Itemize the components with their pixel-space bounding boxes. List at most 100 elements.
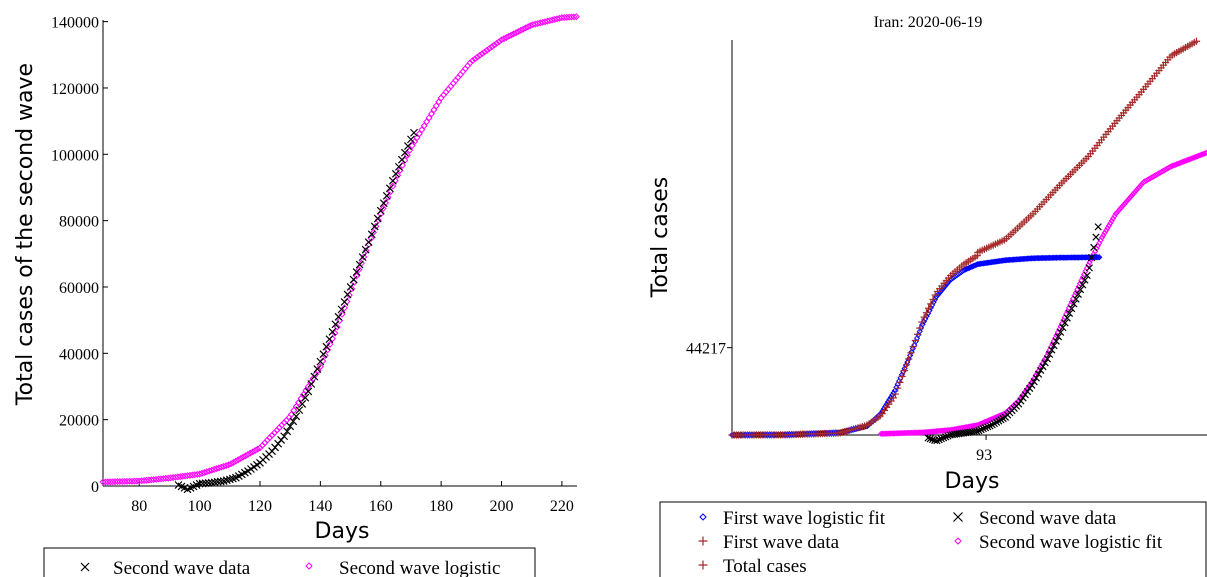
second-wave-data-point bbox=[1087, 254, 1096, 262]
second-wave-logistic-point bbox=[524, 23, 532, 31]
second-wave-data-point bbox=[195, 479, 204, 488]
second-wave-data-point bbox=[364, 238, 373, 247]
second-wave-logistic-point bbox=[133, 477, 141, 485]
second-wave-data-point bbox=[310, 372, 319, 381]
chart-left: 80 100 120 140 160 180 200 220 0 20000 40000 60000 8… bbox=[13, 13, 580, 577]
legend-left-entry-1: Second wave logistic bbox=[339, 558, 500, 577]
legend-right-entry-4: Total cases bbox=[723, 556, 807, 577]
x-tick-label: 200 bbox=[490, 498, 514, 515]
second-wave-logistic-point bbox=[333, 323, 341, 331]
series-first-wave-data bbox=[728, 252, 981, 439]
second-wave-logistic-point bbox=[481, 48, 489, 56]
second-wave-data-point bbox=[979, 425, 987, 433]
second-wave-logistic-fit-point bbox=[1202, 149, 1207, 157]
second-wave-logistic-point bbox=[244, 450, 252, 458]
second-wave-logistic-point bbox=[435, 98, 443, 106]
second-wave-data-point bbox=[1081, 276, 1089, 284]
second-wave-logistic-point bbox=[427, 110, 435, 118]
second-wave-logistic-point bbox=[213, 465, 221, 473]
second-wave-logistic-fit-point bbox=[1180, 158, 1187, 165]
second-wave-data-point bbox=[216, 477, 225, 486]
second-wave-logistic-point bbox=[519, 25, 527, 33]
second-wave-logistic-fit-point bbox=[1184, 156, 1191, 164]
second-wave-logistic-fit-point bbox=[1123, 198, 1131, 205]
x-tick-label: 160 bbox=[369, 498, 393, 515]
second-wave-logistic-point bbox=[568, 13, 576, 21]
legend-marker-first-wave-data bbox=[698, 536, 708, 546]
second-wave-logistic-point bbox=[510, 30, 518, 38]
second-wave-logistic-point bbox=[205, 467, 213, 475]
x-tick-label: 93 bbox=[976, 447, 992, 464]
second-wave-logistic-point bbox=[355, 266, 363, 274]
first-wave-data-point bbox=[913, 330, 922, 338]
second-wave-logistic-fit-point bbox=[1114, 209, 1121, 216]
second-wave-logistic-point bbox=[379, 204, 387, 212]
second-wave-logistic-point bbox=[423, 118, 431, 126]
second-wave-logistic-fit-point bbox=[1177, 159, 1184, 166]
legend-left-entry-0: Second wave data bbox=[113, 558, 251, 577]
first-wave-logistic-fit-point bbox=[963, 265, 970, 273]
second-wave-logistic-point bbox=[200, 469, 208, 477]
first-wave-data-point bbox=[898, 372, 906, 381]
second-wave-logistic-point bbox=[522, 24, 530, 32]
second-wave-data-point bbox=[1043, 355, 1052, 363]
second-wave-logistic-point bbox=[341, 304, 349, 312]
second-wave-logistic-point bbox=[338, 310, 346, 318]
first-wave-logistic-fit-point bbox=[969, 263, 976, 270]
second-wave-logistic-point bbox=[560, 13, 568, 22]
first-wave-data-point bbox=[891, 390, 900, 398]
second-wave-logistic-point bbox=[111, 478, 119, 486]
y-tick-label: 40000 bbox=[59, 346, 99, 363]
second-wave-logistic-fit-point bbox=[1190, 154, 1197, 161]
first-wave-data-point bbox=[916, 324, 924, 332]
second-wave-logistic-fit-point bbox=[1174, 160, 1182, 167]
second-wave-data-point bbox=[1083, 271, 1091, 280]
x-tick-label: 100 bbox=[188, 498, 212, 515]
second-wave-data-point bbox=[316, 357, 325, 366]
second-wave-data-point bbox=[935, 436, 943, 444]
first-wave-data-point bbox=[929, 295, 937, 304]
y-tick-label: 44217 bbox=[686, 341, 726, 358]
series-second-wave-logistic bbox=[99, 13, 580, 486]
second-wave-logistic-point bbox=[99, 478, 107, 486]
second-wave-data-point bbox=[346, 283, 355, 291]
second-wave-data-point bbox=[410, 128, 418, 137]
second-wave-logistic-fit-point bbox=[1196, 152, 1204, 159]
second-wave-logistic-fit-point bbox=[1136, 183, 1143, 191]
x-axis-label-left: Days bbox=[315, 519, 370, 544]
second-wave-logistic-point bbox=[101, 478, 109, 486]
second-wave-logistic-point bbox=[251, 447, 259, 455]
second-wave-logistic-point bbox=[326, 340, 334, 348]
second-wave-logistic-fit-point bbox=[1198, 151, 1205, 158]
first-wave-data-point bbox=[909, 343, 917, 351]
second-wave-logistic-point bbox=[246, 449, 254, 457]
legend-marker-second-wave-data bbox=[953, 512, 963, 522]
y-tick-label: 140000 bbox=[51, 15, 99, 32]
legend-marker-second-wave-data bbox=[80, 562, 90, 572]
x-axis-label-right: Days bbox=[945, 469, 1000, 494]
second-wave-data-point bbox=[924, 434, 932, 442]
second-wave-data-point bbox=[1052, 337, 1060, 345]
second-wave-logistic-fit-point bbox=[1115, 207, 1122, 214]
second-wave-data-point bbox=[1021, 391, 1029, 399]
first-wave-data-point bbox=[922, 309, 931, 317]
first-wave-logistic-fit-point bbox=[970, 262, 977, 270]
second-wave-data-point bbox=[939, 434, 948, 442]
chart-right: Iran: 2020-06-19 93 44217 Days Total case… bbox=[648, 14, 1207, 577]
first-wave-data-point bbox=[911, 336, 919, 345]
second-wave-data-point bbox=[1059, 323, 1067, 332]
second-wave-data-point bbox=[1032, 374, 1040, 382]
second-wave-logistic-point bbox=[113, 478, 121, 486]
first-wave-data-point bbox=[896, 378, 904, 386]
y-tick-label: 0 bbox=[91, 479, 99, 496]
second-wave-logistic-fit-point bbox=[1183, 157, 1190, 164]
second-wave-data-point bbox=[313, 365, 322, 374]
second-wave-logistic-fit-point bbox=[1133, 186, 1140, 194]
second-wave-logistic-point bbox=[130, 477, 138, 485]
second-wave-data-point bbox=[404, 142, 412, 150]
second-wave-logistic-point bbox=[512, 29, 520, 37]
second-wave-logistic-point bbox=[403, 151, 411, 159]
second-wave-logistic-fit-point bbox=[999, 411, 1006, 418]
second-wave-logistic-fit-point bbox=[1173, 161, 1180, 168]
second-wave-data-point bbox=[1076, 286, 1085, 294]
